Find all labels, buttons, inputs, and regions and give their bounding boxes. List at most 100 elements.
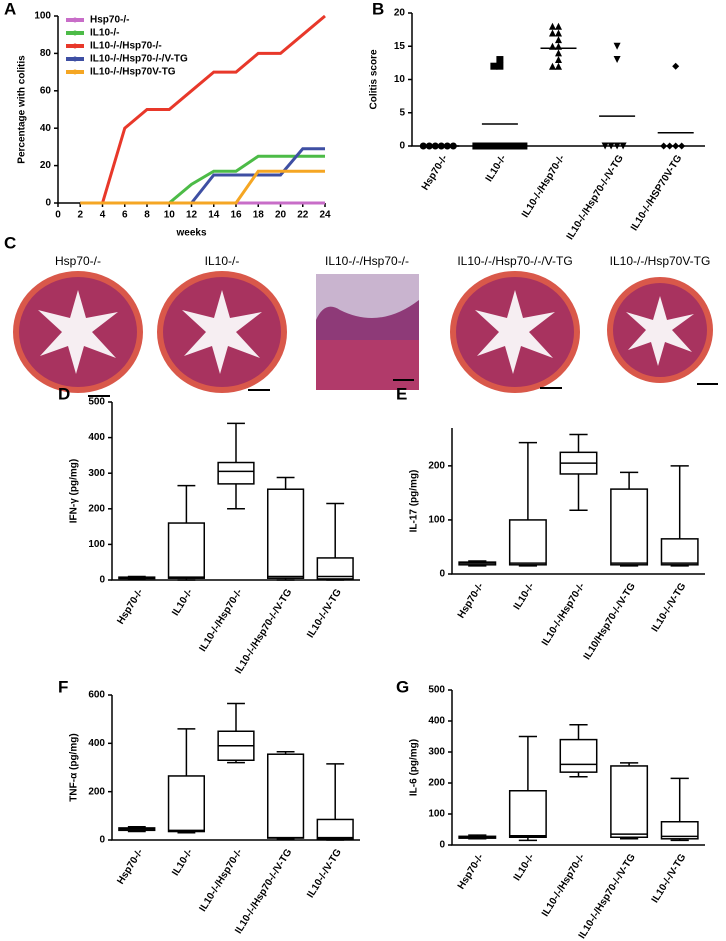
y-tick-label: 80 bbox=[40, 48, 52, 59]
tissue-image bbox=[316, 274, 419, 390]
data-point bbox=[508, 142, 516, 150]
legend-marker bbox=[72, 43, 78, 49]
whisker-low bbox=[569, 473, 588, 511]
x-tick-label: IL10-/-/Hsp70-/- bbox=[520, 153, 567, 220]
x-tick-label: 24 bbox=[319, 210, 331, 221]
x-tick-label: IL10-/- bbox=[170, 587, 195, 618]
data-point bbox=[484, 142, 492, 150]
y-tick-label: 15 bbox=[394, 41, 406, 52]
box bbox=[508, 790, 547, 838]
x-tick-label: IL10-/-/V-TG bbox=[650, 581, 689, 634]
box bbox=[316, 818, 354, 840]
data-point bbox=[490, 62, 498, 70]
data-point bbox=[613, 56, 621, 64]
y-tick-label: 200 bbox=[88, 503, 105, 514]
y-tick-label: 10 bbox=[394, 74, 406, 85]
x-tick-label: 14 bbox=[208, 210, 220, 221]
y-tick-label: 400 bbox=[428, 716, 445, 727]
y-tick-label: 20 bbox=[394, 8, 406, 19]
x-tick-label: 2 bbox=[77, 210, 83, 221]
y-tick-label: 5 bbox=[399, 107, 405, 118]
x-tick-label: 12 bbox=[186, 210, 198, 221]
y-axis-label: IFN-γ (pg/mg) bbox=[69, 459, 80, 523]
data-point bbox=[555, 36, 562, 44]
tissue-image bbox=[157, 271, 287, 393]
y-axis-label: IL-17 (pg/mg) bbox=[409, 470, 420, 533]
x-tick-label: IL10-/- bbox=[512, 852, 537, 883]
data-point bbox=[478, 142, 486, 150]
whisker-high bbox=[518, 441, 538, 520]
histology-label: IL10-/-/Hsp70-/- bbox=[325, 254, 409, 268]
histology-label: IL10-/-/Hsp70-/-/V-TG bbox=[457, 254, 572, 268]
whisker-low bbox=[569, 772, 588, 778]
data-point bbox=[666, 142, 674, 150]
legend-label: IL10-/-/Hsp70-/- bbox=[90, 41, 162, 52]
x-tick-label: 6 bbox=[122, 210, 128, 221]
y-tick-label: 500 bbox=[88, 397, 105, 408]
legend-marker bbox=[72, 69, 78, 75]
x-tick-label: IL10-/-/Hsp70-/-/V-TG bbox=[233, 587, 294, 676]
x-tick-label: 4 bbox=[100, 210, 106, 221]
x-tick-label: Hsp70-/- bbox=[115, 847, 145, 886]
panel-letter: C bbox=[4, 233, 16, 252]
data-point bbox=[660, 142, 668, 150]
y-tick-label: 0 bbox=[99, 575, 105, 586]
tissue-image bbox=[450, 271, 580, 393]
y-tick-label: 100 bbox=[88, 539, 105, 550]
y-tick-label: 600 bbox=[88, 690, 105, 701]
whisker-high bbox=[569, 433, 588, 453]
data-point bbox=[678, 142, 686, 150]
data-point bbox=[555, 22, 562, 30]
data-point bbox=[549, 22, 556, 30]
x-tick-label: IL10-/-/V-TG bbox=[650, 852, 689, 905]
legend-marker bbox=[72, 17, 78, 23]
box bbox=[167, 522, 206, 579]
data-point bbox=[672, 142, 680, 150]
x-tick-label: Hsp70-/- bbox=[456, 581, 486, 620]
y-tick-label: 300 bbox=[428, 747, 445, 758]
x-tick-label: IL10-/- bbox=[170, 847, 195, 878]
y-tick-label: 100 bbox=[34, 11, 51, 22]
data-point bbox=[472, 142, 480, 150]
y-tick-label: 0 bbox=[99, 835, 105, 846]
y-tick-label: 200 bbox=[88, 786, 105, 797]
whisker-high bbox=[518, 735, 538, 791]
y-axis-label: Colitis score bbox=[369, 49, 380, 109]
box bbox=[660, 538, 699, 566]
box bbox=[559, 738, 598, 773]
x-tick-label: IL10-/-/Hsp70-/- bbox=[540, 852, 587, 919]
x-tick-label: 0 bbox=[55, 210, 61, 221]
whisker-high bbox=[177, 728, 196, 776]
whisker-high bbox=[569, 723, 588, 740]
whisker-high bbox=[227, 422, 245, 463]
whisker-high bbox=[326, 763, 345, 820]
x-tick-label: IL10-/-/V-TG bbox=[305, 587, 344, 640]
data-point bbox=[496, 142, 504, 150]
data-point bbox=[672, 62, 680, 70]
x-tick-label: IL10-/-/Hsp70-/- bbox=[197, 587, 244, 654]
x-tick-label: Hsp70-/- bbox=[420, 153, 450, 192]
data-point bbox=[502, 142, 510, 150]
y-tick-label: 60 bbox=[40, 85, 52, 96]
x-tick-label: IL10-/-/Hsp70-/- bbox=[540, 581, 587, 648]
whisker-low bbox=[227, 483, 245, 510]
y-tick-label: 400 bbox=[88, 738, 105, 749]
x-tick-label: IL10/Hsp70-/-/V-TG bbox=[582, 581, 638, 662]
y-tick-label: 20 bbox=[40, 160, 52, 171]
y-tick-label: 100 bbox=[428, 515, 445, 526]
y-tick-label: 200 bbox=[428, 778, 445, 789]
whisker-high bbox=[177, 484, 196, 524]
box bbox=[167, 775, 206, 833]
panel-letter: F bbox=[58, 677, 68, 696]
legend-marker bbox=[72, 30, 78, 36]
y-tick-label: 100 bbox=[428, 809, 445, 820]
data-point bbox=[555, 29, 562, 37]
y-axis-label: IL-6 (pg/mg) bbox=[409, 739, 420, 796]
panel-letter: G bbox=[396, 677, 409, 696]
data-point bbox=[549, 62, 556, 70]
legend-marker bbox=[72, 56, 78, 62]
whisker-high bbox=[276, 476, 295, 490]
x-tick-label: IL10-/-/V-TG bbox=[305, 847, 344, 900]
x-tick-label: 22 bbox=[297, 210, 309, 221]
data-point bbox=[496, 56, 504, 64]
